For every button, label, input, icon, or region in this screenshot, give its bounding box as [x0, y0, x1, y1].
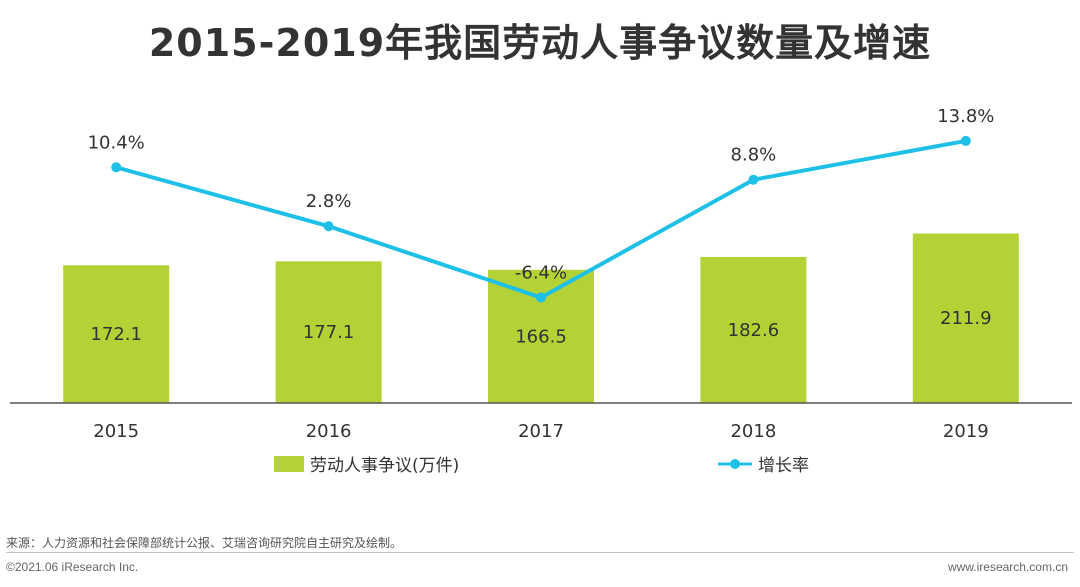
bar-2017	[488, 269, 594, 403]
growth-value-label: 10.4%	[88, 132, 145, 153]
bar-value-label: 177.1	[303, 322, 355, 343]
x-tick-label: 2015	[93, 421, 139, 442]
growth-value-label: -6.4%	[515, 263, 567, 284]
x-tick-label: 2018	[730, 421, 776, 442]
legend-line-label: 增长率	[758, 456, 809, 476]
x-tick-label: 2016	[306, 421, 352, 442]
bar-2016	[275, 261, 382, 403]
footer-divider	[6, 552, 1074, 553]
growth-value-label: 2.8%	[306, 191, 352, 212]
x-tick-label: 2017	[518, 421, 564, 442]
website-link[interactable]: www.iresearch.com.cn	[947, 560, 1068, 574]
x-tick-label: 2019	[943, 421, 989, 442]
growth-value-label: 13.8%	[937, 106, 994, 127]
legend-line-marker	[730, 459, 740, 469]
bar-value-label: 166.5	[515, 326, 567, 347]
growth-point-2015	[111, 162, 122, 173]
growth-point-2018	[748, 174, 759, 185]
copyright: ©2021.06 iResearch Inc.	[6, 560, 139, 574]
growth-value-label: 8.8%	[731, 145, 777, 166]
bar-2018	[700, 256, 807, 403]
growth-point-2017	[536, 292, 546, 303]
growth-point-2016	[323, 221, 334, 232]
bar-value-label: 211.9	[940, 308, 992, 329]
legend-bar-label: 劳动人事争议(万件)	[310, 456, 459, 476]
growth-point-2019	[960, 135, 971, 146]
bar-2019	[912, 233, 1019, 403]
legend-bar-swatch	[274, 456, 304, 472]
bar-value-label: 182.6	[728, 320, 780, 341]
bar-2015	[63, 265, 170, 403]
bar-value-label: 172.1	[90, 324, 142, 345]
source-note: 来源：人力资源和社会保障部统计公报、艾瑞咨询研究院自主研究及绘制。	[6, 536, 403, 550]
chart-title: 2015-2019年我国劳动人事争议数量及增速	[148, 21, 932, 65]
